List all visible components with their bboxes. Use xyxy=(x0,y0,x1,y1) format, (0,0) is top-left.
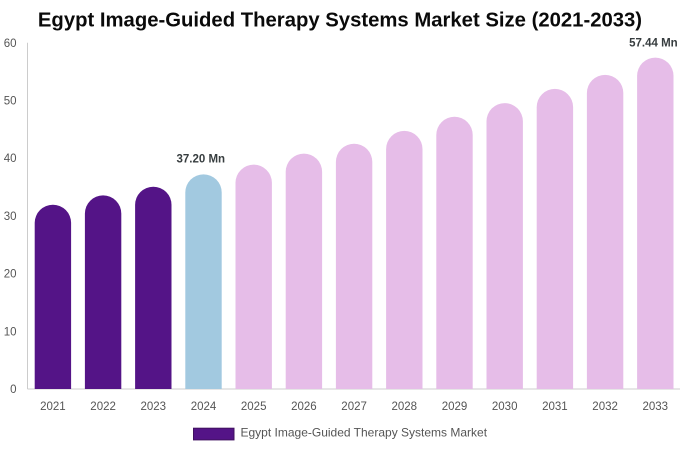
svg-text:2033: 2033 xyxy=(643,401,669,413)
svg-text:2026: 2026 xyxy=(291,401,317,413)
svg-text:37.20 Mn: 37.20 Mn xyxy=(177,154,226,166)
svg-text:2028: 2028 xyxy=(392,401,418,413)
svg-text:40: 40 xyxy=(4,153,17,165)
svg-text:Egypt Image-Guided Therapy Sys: Egypt Image-Guided Therapy Systems Marke… xyxy=(241,426,488,440)
svg-text:2024: 2024 xyxy=(191,401,217,413)
svg-text:2023: 2023 xyxy=(141,401,167,413)
svg-text:2022: 2022 xyxy=(90,401,116,413)
svg-text:2027: 2027 xyxy=(341,401,367,413)
svg-text:Egypt Image-Guided Therapy Sys: Egypt Image-Guided Therapy Systems Marke… xyxy=(38,9,642,31)
svg-text:10: 10 xyxy=(4,326,17,338)
svg-text:2021: 2021 xyxy=(40,401,66,413)
svg-text:2025: 2025 xyxy=(241,401,267,413)
svg-text:2031: 2031 xyxy=(542,401,568,413)
svg-text:2029: 2029 xyxy=(442,401,468,413)
svg-text:0: 0 xyxy=(10,384,16,396)
svg-text:20: 20 xyxy=(4,269,17,281)
svg-text:30: 30 xyxy=(4,211,17,223)
svg-text:60: 60 xyxy=(4,38,17,50)
svg-text:57.44 Mn: 57.44 Mn xyxy=(629,37,678,49)
svg-text:2032: 2032 xyxy=(592,401,618,413)
svg-text:50: 50 xyxy=(4,96,17,108)
svg-text:2030: 2030 xyxy=(492,401,518,413)
